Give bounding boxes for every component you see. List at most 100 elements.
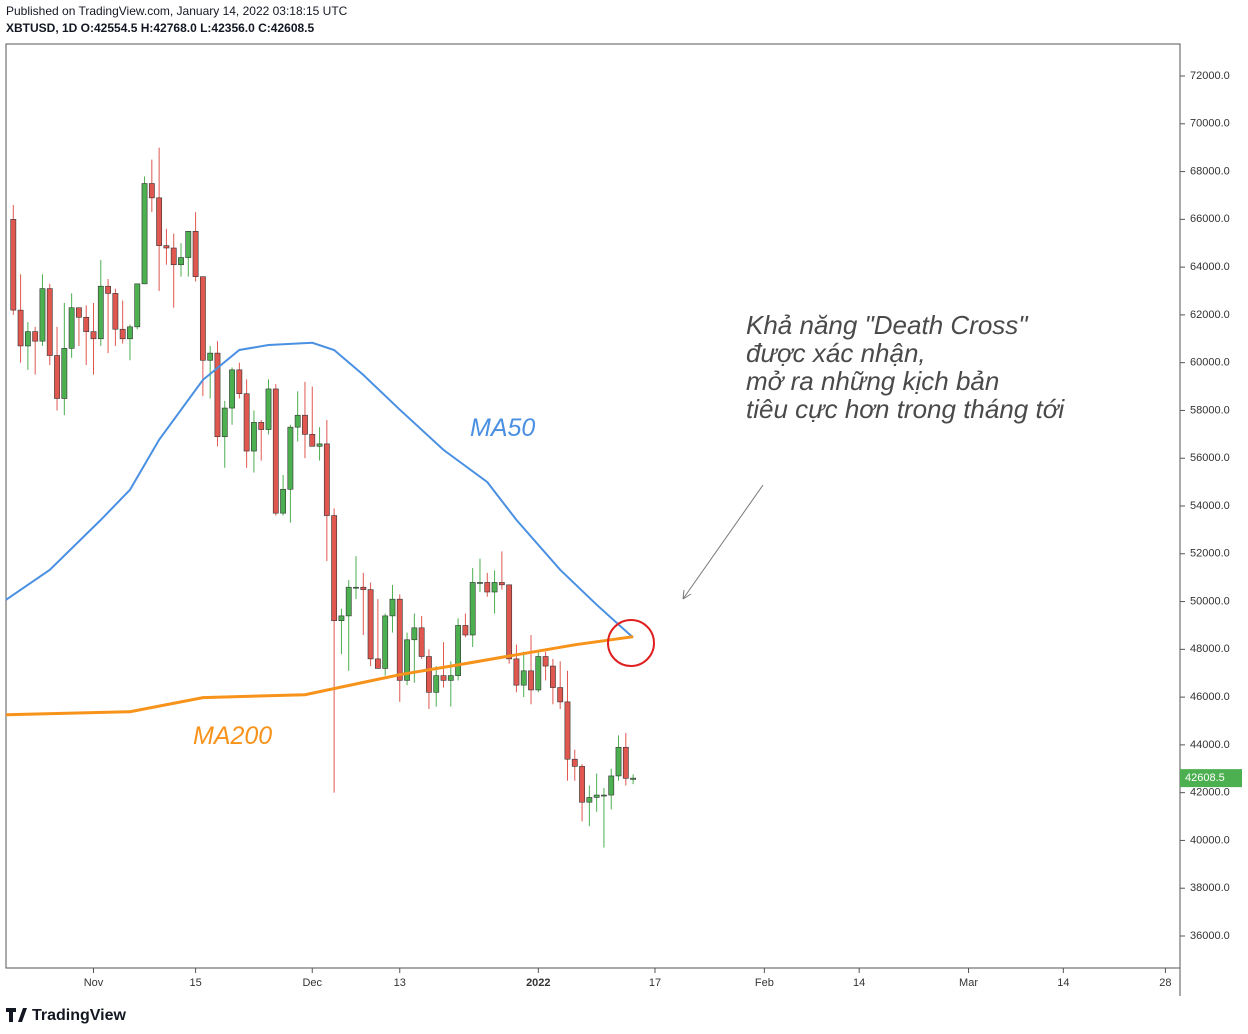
candle-body — [447, 675, 454, 681]
cross-highlight — [607, 619, 655, 667]
candle-body — [61, 348, 68, 399]
y-tick-label: 56000.0 — [1190, 452, 1230, 464]
candle-body — [542, 656, 549, 667]
plot-area — [5, 147, 637, 848]
candle-body — [520, 670, 527, 686]
candle-body — [338, 615, 345, 621]
x-tick-label: Dec — [302, 977, 322, 989]
candle-body — [601, 794, 607, 797]
candle-body — [360, 586, 367, 590]
candle-body — [382, 615, 389, 669]
y-tick-label: 42000.0 — [1190, 787, 1230, 799]
y-tick-label: 70000.0 — [1190, 118, 1230, 130]
y-tick-label: 54000.0 — [1190, 500, 1230, 512]
x-tick-label: 2022 — [526, 977, 550, 989]
candle-body — [316, 443, 323, 447]
candle-body — [39, 288, 46, 342]
candle-body — [564, 701, 571, 760]
arrow-head — [682, 589, 692, 600]
candle-body — [353, 586, 359, 589]
moving-average-line — [5, 341, 634, 639]
candle-body — [90, 331, 97, 340]
candle-body — [411, 627, 418, 641]
annotation: được xác nhận, — [746, 338, 926, 368]
candle-body — [243, 393, 250, 452]
x-tick-label: 14 — [1057, 977, 1069, 989]
x-tick-label: Nov — [84, 977, 104, 989]
candle-body — [622, 746, 629, 779]
candle-body — [134, 283, 141, 328]
candle-body — [440, 675, 447, 681]
candle-body — [404, 639, 410, 681]
ma50-label: MA50 — [470, 414, 535, 442]
candle-body — [557, 687, 564, 703]
moving-average-line — [5, 635, 634, 717]
candle-body — [68, 307, 75, 349]
candle-body — [294, 414, 301, 428]
candle-body — [498, 582, 505, 586]
x-tick-label: 28 — [1159, 977, 1171, 989]
candle-body — [389, 598, 396, 617]
last-price-badge — [1180, 769, 1242, 788]
candle-body — [374, 658, 381, 669]
y-tick-label: 36000.0 — [1190, 930, 1230, 942]
candle-body — [251, 422, 257, 452]
candle-body — [46, 288, 53, 356]
y-tick-label: 62000.0 — [1190, 309, 1230, 321]
x-tick-label: 14 — [853, 977, 865, 989]
candle-body — [345, 586, 352, 617]
candle-body — [528, 670, 534, 691]
candle-body — [455, 625, 461, 676]
candle-body — [236, 369, 243, 395]
candle-body — [207, 352, 214, 361]
candle-body — [76, 307, 82, 318]
y-tick-label: 52000.0 — [1190, 548, 1230, 560]
candle-body — [221, 407, 228, 438]
candle-body — [185, 230, 192, 258]
candle-body — [608, 775, 615, 796]
y-tick-label: 48000.0 — [1190, 643, 1230, 655]
candle-body — [10, 219, 17, 311]
candle-body — [367, 589, 374, 660]
candle-body — [396, 598, 403, 681]
candle-body — [24, 331, 31, 347]
candle-body — [272, 388, 279, 514]
y-tick-label: 44000.0 — [1190, 739, 1230, 751]
candle-body — [199, 276, 206, 361]
candle-body — [287, 426, 294, 490]
candle-body — [302, 414, 308, 435]
y-tick-label: 68000.0 — [1190, 165, 1230, 177]
candle-body — [418, 627, 425, 657]
candle-body — [462, 625, 469, 636]
candle-body — [17, 309, 24, 347]
candle-body — [484, 582, 491, 593]
candle-body — [549, 665, 556, 688]
candle-body — [586, 797, 593, 803]
last-price-label: 42608.5 — [1185, 772, 1225, 784]
y-tick-label: 40000.0 — [1190, 834, 1230, 846]
candle-body — [127, 326, 133, 340]
candle-body — [506, 584, 513, 660]
y-tick-label: 60000.0 — [1190, 357, 1230, 369]
annotation: tiêu cực hơn trong tháng tới — [746, 394, 1065, 424]
x-tick-label: 17 — [649, 977, 661, 989]
candle-body — [280, 488, 286, 514]
y-tick-label: 38000.0 — [1190, 882, 1230, 894]
y-tick-label: 46000.0 — [1190, 691, 1230, 703]
candle-body — [112, 293, 119, 330]
candle-body — [491, 582, 498, 593]
y-tick-label: 50000.0 — [1190, 595, 1230, 607]
y-tick-label: 66000.0 — [1190, 213, 1230, 225]
candle-body — [477, 582, 483, 584]
candle-body — [170, 247, 177, 266]
arrow-line — [682, 484, 764, 600]
annotation: mở ra những kịch bản — [746, 366, 999, 396]
x-tick-label: Mar — [959, 977, 978, 989]
candle-body — [265, 388, 272, 430]
candle-body — [229, 369, 235, 409]
candle-body — [163, 245, 170, 249]
candle-body — [214, 352, 221, 438]
candle-body — [105, 285, 111, 294]
candle-body — [535, 656, 542, 691]
